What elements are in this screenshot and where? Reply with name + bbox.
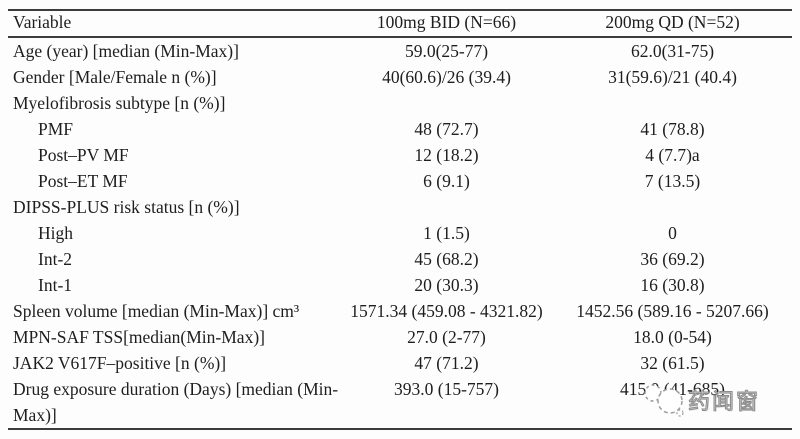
value-100mg-bid xyxy=(340,90,553,116)
table-body: Age (year) [median (Min-Max)] 59.0(25-77)… xyxy=(8,37,792,429)
table-row: MPN-SAF TSS[median(Min-Max)] 27.0 (2-77) 1… xyxy=(8,324,792,350)
row-label: Spleen volume [median (Min-Max)] cm³ xyxy=(13,301,300,321)
row-label: Myelofibrosis subtype [n (%)] xyxy=(13,93,226,113)
value-200mg-qd: 41 (78.8) xyxy=(640,119,705,139)
value-100mg-bid: 27.0 (2-77) xyxy=(407,327,486,347)
document-page: Variable 100mg BID (N=66) 200mg QD (N=52… xyxy=(0,9,800,439)
table-row: Age (year) [median (Min-Max)] 59.0(25-77)… xyxy=(8,37,792,64)
row-label: Drug exposure duration (Days) [median (M… xyxy=(13,379,339,425)
value-200mg-qd: 32 (61.5) xyxy=(640,353,705,373)
value-200mg-qd: 62.0(31-75) xyxy=(630,41,715,61)
value-100mg-bid: 59.0(25-77) xyxy=(404,41,489,61)
baseline-characteristics-table: Variable 100mg BID (N=66) 200mg QD (N=52… xyxy=(8,9,792,430)
value-200mg-qd xyxy=(553,90,792,116)
value-200mg-qd: 36 (69.2) xyxy=(640,249,705,269)
column-header-100mg-bid: 100mg BID (N=66) xyxy=(340,10,553,38)
row-label: JAK2 V617F–positive [n (%)] xyxy=(13,353,227,373)
value-100mg-bid: 1 (1.5) xyxy=(423,223,470,243)
value-200mg-qd: 16 (30.8) xyxy=(640,275,705,295)
value-100mg-bid: 40(60.6)/26 (39.4) xyxy=(382,67,511,87)
value-200mg-qd: 0 xyxy=(668,223,677,243)
value-200mg-qd: 18.0 (0-54) xyxy=(633,327,712,347)
table-row: JAK2 V617F–positive [n (%)] 47 (71.2) 32 (… xyxy=(8,350,792,376)
value-100mg-bid: 12 (18.2) xyxy=(414,145,479,165)
table-row: Post–ET MF 6 (9.1) 7 (13.5) xyxy=(8,168,792,194)
table-row: DIPSS-PLUS risk status [n (%)] xyxy=(8,194,792,220)
value-100mg-bid: 47 (71.2) xyxy=(414,353,479,373)
row-label: Int-1 xyxy=(38,275,73,295)
column-header-variable: Variable xyxy=(8,10,340,38)
table-row: PMF 48 (72.7) 41 (78.8) xyxy=(8,116,792,142)
value-100mg-bid: 393.0 (15-757) xyxy=(394,379,499,399)
value-100mg-bid: 45 (68.2) xyxy=(414,249,479,269)
value-200mg-qd: 415.0 (41-685) xyxy=(620,379,725,399)
column-header-200mg-qd: 200mg QD (N=52) xyxy=(553,10,792,38)
table-row: High 1 (1.5) 0 xyxy=(8,220,792,246)
row-label: PMF xyxy=(38,119,74,139)
value-100mg-bid xyxy=(340,194,553,220)
table-row: Int-2 45 (68.2) 36 (69.2) xyxy=(8,246,792,272)
row-label: Int-2 xyxy=(38,249,73,269)
table-row: Int-1 20 (30.3) 16 (30.8) xyxy=(8,272,792,298)
row-label: DIPSS-PLUS risk status [n (%)] xyxy=(13,197,240,217)
value-100mg-bid: 48 (72.7) xyxy=(414,119,479,139)
table-row: Myelofibrosis subtype [n (%)] xyxy=(8,90,792,116)
table-row: Spleen volume [median (Min-Max)] cm³ 1571… xyxy=(8,298,792,324)
header-row: Variable 100mg BID (N=66) 200mg QD (N=52… xyxy=(8,10,792,38)
value-200mg-qd: 31(59.6)/21 (40.4) xyxy=(608,67,737,87)
value-100mg-bid: 20 (30.3) xyxy=(414,275,479,295)
table-row: Post–PV MF 12 (18.2) 4 (7.7)a xyxy=(8,142,792,168)
value-100mg-bid: 6 (9.1) xyxy=(423,171,470,191)
row-label: Post–PV MF xyxy=(38,145,129,165)
row-label: Age (year) [median (Min-Max)] xyxy=(13,41,239,61)
value-100mg-bid: 1571.34 (459.08 - 4321.82) xyxy=(350,301,543,321)
row-label: Post–ET MF xyxy=(38,171,128,191)
row-label: Gender [Male/Female n (%)] xyxy=(13,67,217,87)
value-200mg-qd xyxy=(553,194,792,220)
table-row: Drug exposure duration (Days) [median (M… xyxy=(8,376,792,429)
value-200mg-qd: 4 (7.7)a xyxy=(645,145,700,165)
table-row: Gender [Male/Female n (%)] 40(60.6)/26 (3… xyxy=(8,64,792,90)
value-200mg-qd: 7 (13.5) xyxy=(644,171,701,191)
table-header: Variable 100mg BID (N=66) 200mg QD (N=52… xyxy=(8,10,792,38)
row-label: MPN-SAF TSS[median(Min-Max)] xyxy=(13,327,265,347)
value-200mg-qd: 1452.56 (589.16 - 5207.66) xyxy=(576,301,769,321)
row-label: High xyxy=(38,223,73,243)
